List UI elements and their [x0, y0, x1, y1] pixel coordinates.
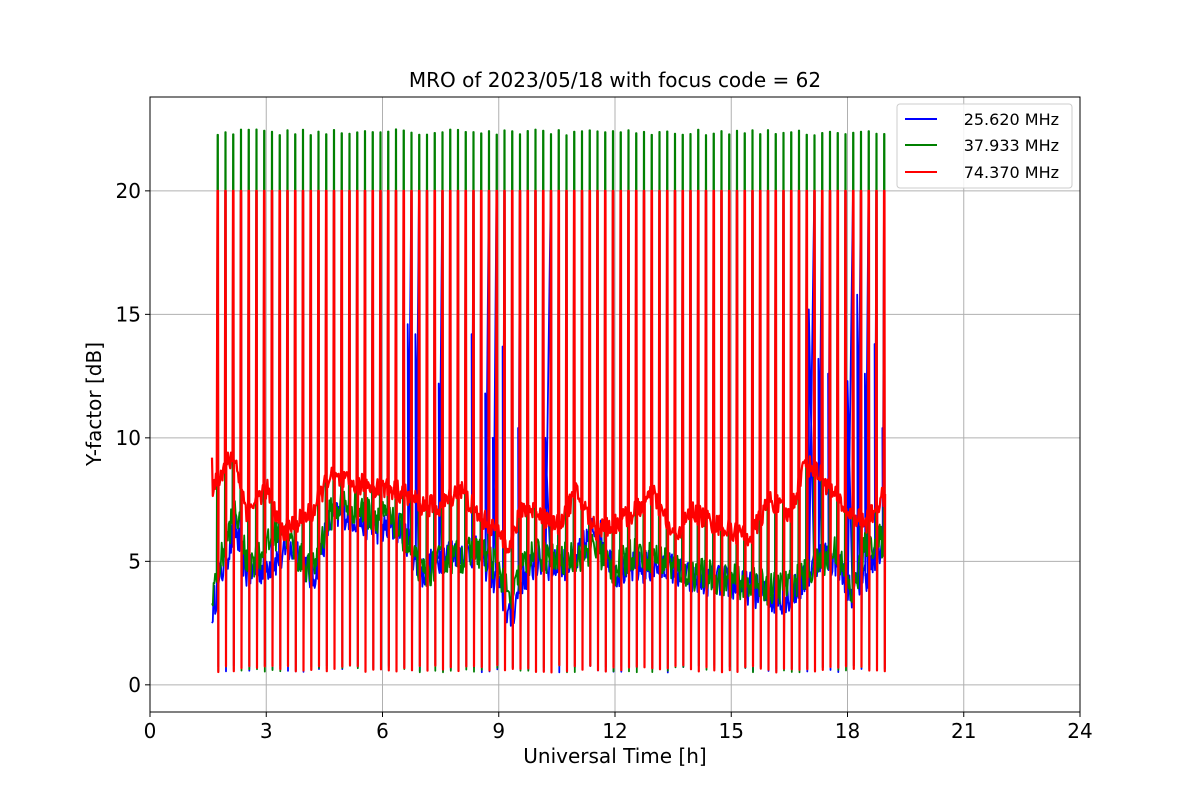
- axis-ticks: 0 3 6 9 12 15 18 21 24 0 5 10 15 20: [116, 179, 1093, 743]
- y-tick-label: 10: [116, 426, 141, 450]
- legend-label-37mhz: 37.933 MHz: [964, 136, 1059, 155]
- x-tick-label: 6: [376, 719, 389, 743]
- y-axis-label: Y-factor [dB]: [82, 342, 106, 467]
- x-tick-label: 12: [602, 719, 627, 743]
- legend-label-74mhz: 74.370 MHz: [964, 163, 1059, 182]
- x-tick-label: 3: [260, 719, 273, 743]
- y-tick-label: 15: [116, 302, 141, 326]
- legend: 25.620 MHz 37.933 MHz 74.370 MHz: [896, 103, 1073, 189]
- x-tick-label: 15: [719, 719, 744, 743]
- plot-area: [210, 128, 887, 674]
- x-tick-label: 24: [1067, 719, 1092, 743]
- x-tick-label: 21: [951, 719, 976, 743]
- chart-title: MRO of 2023/05/18 with focus code = 62: [409, 68, 821, 92]
- series-line-74370: [210, 189, 887, 674]
- y-tick-label: 5: [128, 549, 141, 573]
- y-tick-label: 0: [128, 673, 141, 697]
- legend-label-25mhz: 25.620 MHz: [964, 110, 1059, 129]
- x-tick-label: 0: [144, 719, 157, 743]
- x-axis-label: Universal Time [h]: [523, 744, 706, 768]
- legend-box: [896, 103, 1073, 189]
- series-line-37933: [211, 128, 886, 674]
- y-tick-label: 20: [116, 179, 141, 203]
- x-tick-label: 9: [492, 719, 505, 743]
- x-tick-label: 18: [835, 719, 860, 743]
